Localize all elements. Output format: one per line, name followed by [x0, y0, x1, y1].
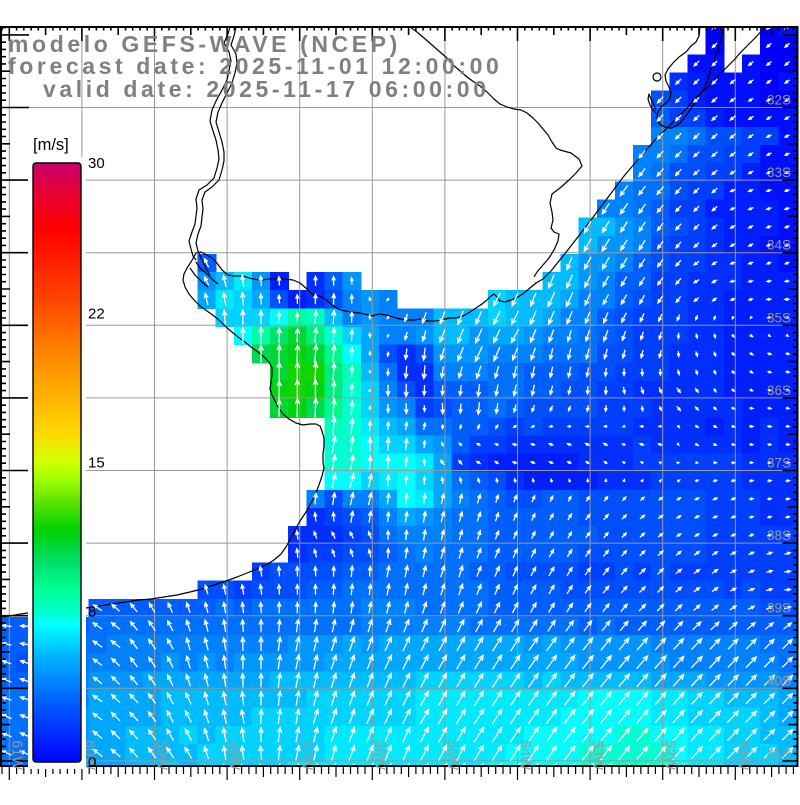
svg-text:22: 22 [88, 306, 105, 323]
svg-text:33S: 33S [767, 165, 791, 180]
svg-text:51W: 51W [734, 740, 750, 770]
svg-text:modelo GEFS-WAVE (NCEP): modelo GEFS-WAVE (NCEP) [8, 31, 401, 57]
svg-text:0: 0 [88, 754, 96, 771]
svg-text:39S: 39S [767, 601, 791, 616]
svg-text:57W: 57W [299, 740, 315, 770]
svg-text:55W: 55W [444, 740, 460, 770]
svg-text:[m/s]: [m/s] [33, 136, 69, 154]
svg-text:15: 15 [88, 454, 105, 471]
svg-text:32S: 32S [767, 93, 791, 108]
svg-text:36S: 36S [767, 383, 791, 398]
svg-text:40S: 40S [767, 673, 791, 688]
svg-text:37S: 37S [767, 456, 791, 471]
svg-text:53W: 53W [589, 740, 605, 770]
svg-text:58W: 58W [226, 740, 242, 770]
svg-text:30: 30 [88, 155, 105, 172]
svg-text:59W: 59W [154, 740, 170, 770]
svg-text:56W: 56W [371, 740, 387, 770]
svg-text:forecast date: 2025-11-01 12:0: forecast date: 2025-11-01 12:00:00 [8, 53, 502, 79]
svg-text:34S: 34S [767, 238, 791, 253]
svg-text:41S: 41S [767, 746, 791, 761]
svg-text:61W: 61W [8, 740, 24, 770]
svg-text:8: 8 [88, 604, 96, 621]
svg-text:valid date: 2025-11-17 06:00:0: valid date: 2025-11-17 06:00:00 [43, 76, 490, 102]
svg-text:54W: 54W [517, 740, 533, 770]
svg-text:52W: 52W [662, 740, 678, 770]
svg-text:38S: 38S [767, 528, 791, 543]
svg-text:35S: 35S [767, 310, 791, 325]
